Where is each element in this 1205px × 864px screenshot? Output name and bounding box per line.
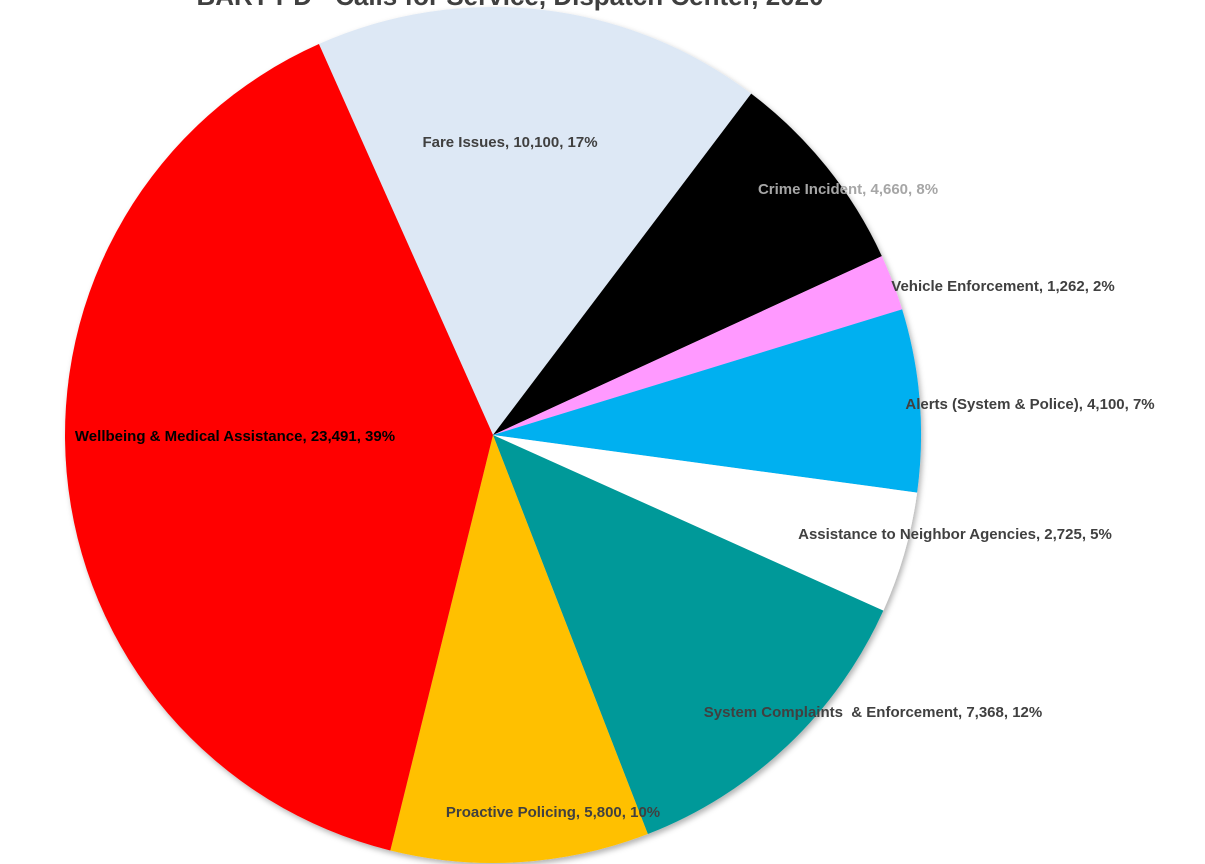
pie — [65, 6, 922, 863]
slice-label: Fare Issues, 10,100, 17% — [422, 134, 597, 151]
labels: Fare Issues, 10,100, 17% Crime Incident, … — [75, 134, 1155, 821]
pie-slice — [493, 256, 903, 435]
pie-slice — [65, 44, 493, 851]
pie-slice — [493, 93, 882, 436]
pie-slice — [493, 309, 922, 493]
pie-slice — [493, 435, 884, 835]
pie-slice — [493, 435, 918, 611]
slice-label: Crime Incident, 4,660, 8% — [758, 181, 938, 198]
slice-label: System Complaints & Enforcement, 7,368, … — [704, 704, 1042, 721]
slice-label: Assistance to Neighbor Agencies, 2,725, … — [798, 526, 1112, 543]
pie-slice — [318, 6, 752, 435]
slice-label: Wellbeing & Medical Assistance, 23,491, … — [75, 428, 395, 445]
pie-slice — [390, 435, 648, 863]
slice-label: Proactive Policing, 5,800, 10% — [446, 804, 660, 821]
slice-label: Alerts (System & Police), 4,100, 7% — [905, 396, 1154, 413]
slice-label: Vehicle Enforcement, 1,262, 2% — [891, 278, 1114, 295]
chart-title: BART PD - Calls for Service, Dispatch Ce… — [196, 0, 823, 11]
